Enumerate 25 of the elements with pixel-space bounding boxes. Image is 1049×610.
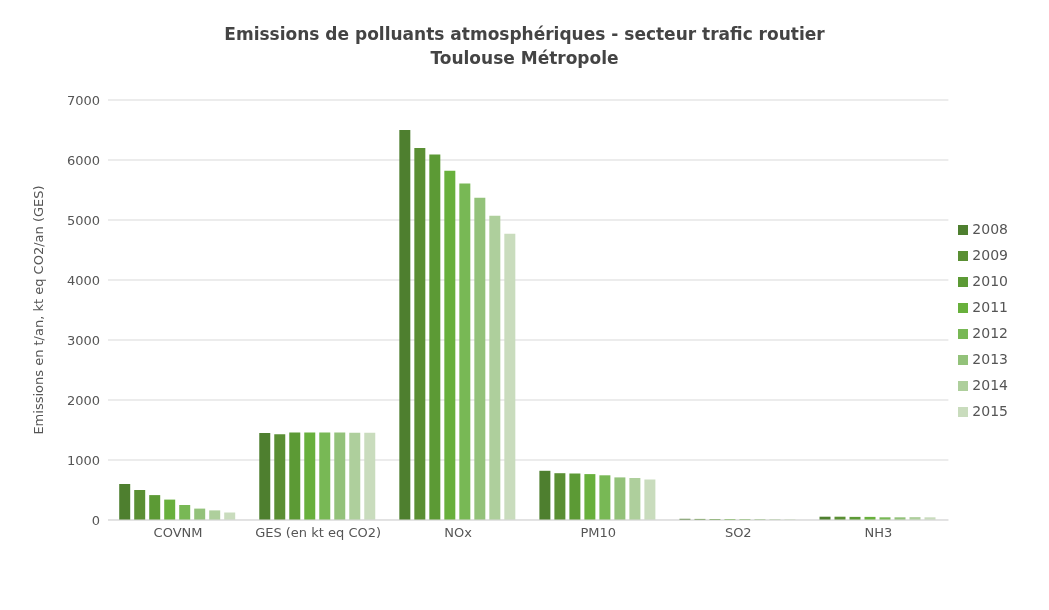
x-tick-label: NH3 bbox=[864, 525, 893, 541]
legend-label: 2008 bbox=[972, 221, 1008, 237]
legend-label: 2011 bbox=[972, 299, 1008, 315]
legend-label: 2010 bbox=[972, 273, 1008, 289]
y-tick-label: 5000 bbox=[66, 212, 100, 228]
legend-label: 2012 bbox=[972, 325, 1008, 341]
legend-label: 2013 bbox=[972, 351, 1008, 367]
legend-label: 2009 bbox=[972, 247, 1008, 263]
chart-subtitle: Toulouse Métropole bbox=[429, 47, 620, 70]
y-tick-label: 4000 bbox=[66, 272, 100, 288]
y-tick-label: 6000 bbox=[66, 152, 100, 168]
legend-label: 2015 bbox=[972, 403, 1008, 419]
x-tick-label: PM10 bbox=[580, 525, 617, 541]
x-tick-label: NOx bbox=[444, 525, 473, 541]
x-tick-label: GES (en kt eq CO2) bbox=[255, 525, 382, 541]
y-tick-label: 0 bbox=[91, 512, 100, 528]
y-tick-label: 7000 bbox=[66, 92, 100, 108]
x-tick-label: COVNM bbox=[153, 525, 203, 541]
y-tick-label: 2000 bbox=[66, 392, 100, 408]
x-tick-label: SO2 bbox=[724, 525, 752, 541]
chart-title: Emissions de polluants atmosphériques - secteur trafic routier bbox=[223, 23, 826, 46]
legend-label: 2014 bbox=[972, 377, 1008, 393]
y-axis-title: Emissions en t/an, kt eq CO2/an (GES) bbox=[30, 185, 46, 435]
y-tick-label: 3000 bbox=[66, 332, 100, 348]
y-tick-label: 1000 bbox=[66, 452, 100, 468]
